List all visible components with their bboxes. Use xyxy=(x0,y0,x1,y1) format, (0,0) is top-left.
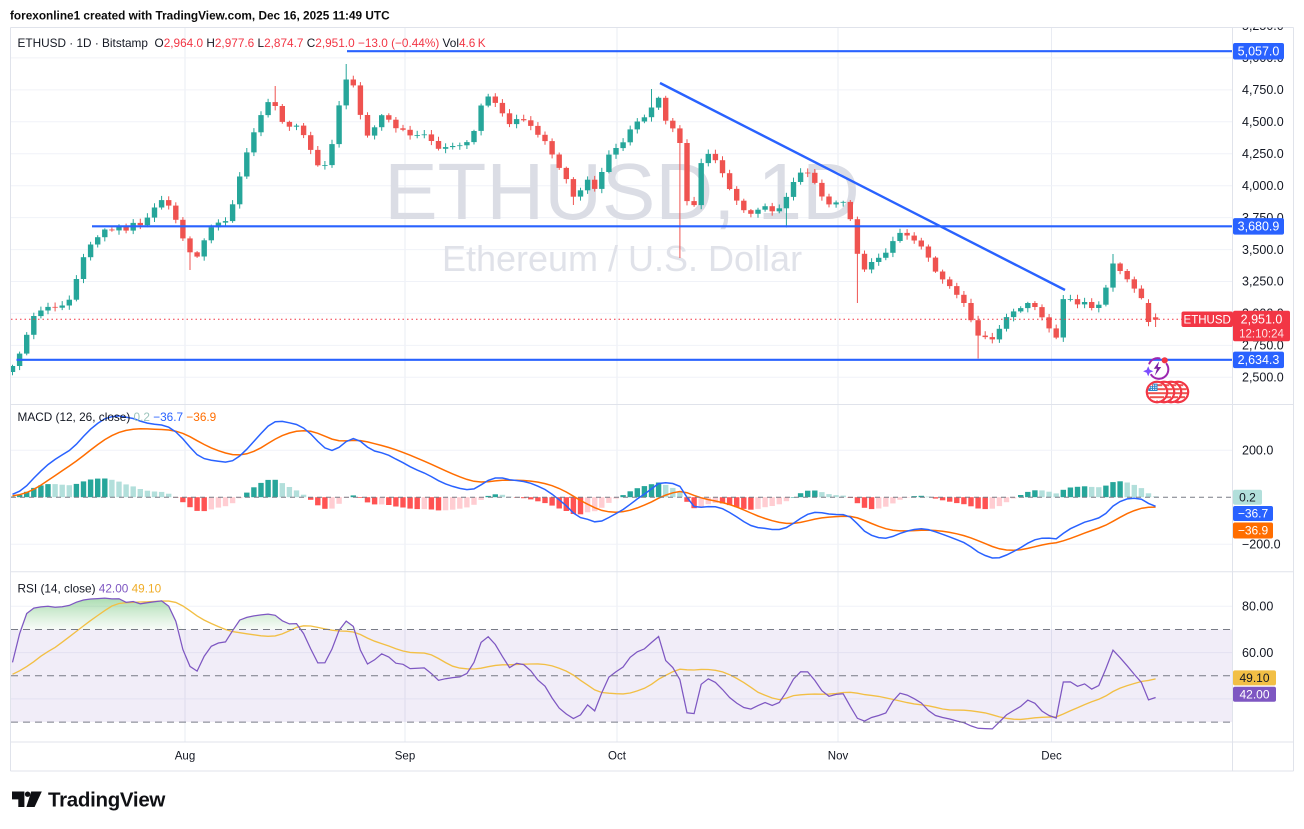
svg-text:Oct: Oct xyxy=(608,751,627,763)
svg-text:3,680.9: 3,680.9 xyxy=(1238,220,1280,234)
svg-text:−36.7: −36.7 xyxy=(1238,507,1269,521)
svg-text:60.00: 60.00 xyxy=(1242,646,1273,660)
svg-text:12:10:24: 12:10:24 xyxy=(1239,328,1284,340)
svg-text:0.2: 0.2 xyxy=(1239,490,1256,504)
svg-text:Sep: Sep xyxy=(395,751,415,763)
svg-text:Ethereum / U.S. Dollar: Ethereum / U.S. Dollar xyxy=(442,238,802,279)
svg-text:MACD (12, 26, close) 0.2 −36.7: MACD (12, 26, close) 0.2 −36.7 −36.9 xyxy=(18,410,217,424)
svg-text:49.10: 49.10 xyxy=(1239,671,1269,685)
svg-text:2,750.0: 2,750.0 xyxy=(1242,339,1284,353)
svg-text:TradingView: TradingView xyxy=(48,789,165,812)
svg-text:forexonline1 created with Trad: forexonline1 created with TradingView.co… xyxy=(10,9,390,23)
svg-text:2,500.0: 2,500.0 xyxy=(1242,371,1284,385)
svg-text:4,500.0: 4,500.0 xyxy=(1242,115,1284,129)
svg-text:ETHUSD · 1D · Bitstamp O2,964: ETHUSD · 1D · Bitstamp O2,964.0 H2,977.6… xyxy=(18,36,486,50)
svg-text:4,000.0: 4,000.0 xyxy=(1242,179,1284,193)
svg-text:Aug: Aug xyxy=(175,751,195,763)
svg-text:RSI (14, close) 42.00 49.10: RSI (14, close) 42.00 49.10 xyxy=(18,582,162,596)
svg-text:3,250.0: 3,250.0 xyxy=(1242,275,1284,289)
svg-text:42.00: 42.00 xyxy=(1239,688,1269,702)
svg-text:ETHUSD, 1D: ETHUSD, 1D xyxy=(384,147,860,236)
svg-text:5,250.0: 5,250.0 xyxy=(1242,19,1284,33)
svg-text:Nov: Nov xyxy=(828,751,849,763)
svg-text:−36.9: −36.9 xyxy=(1238,524,1269,538)
svg-text:4,750.0: 4,750.0 xyxy=(1242,83,1284,97)
svg-text:5,057.0: 5,057.0 xyxy=(1238,44,1280,58)
svg-text:4,250.0: 4,250.0 xyxy=(1242,147,1284,161)
svg-text:ETHUSD: ETHUSD xyxy=(1184,314,1231,326)
svg-text:2,951.0: 2,951.0 xyxy=(1241,312,1283,326)
svg-text:80.00: 80.00 xyxy=(1242,600,1273,614)
svg-text:3,500.0: 3,500.0 xyxy=(1242,243,1284,257)
svg-text:Dec: Dec xyxy=(1041,751,1062,763)
svg-text:−200.0: −200.0 xyxy=(1242,537,1281,551)
svg-text:2,634.3: 2,634.3 xyxy=(1238,353,1280,367)
svg-text:200.0: 200.0 xyxy=(1242,443,1273,457)
